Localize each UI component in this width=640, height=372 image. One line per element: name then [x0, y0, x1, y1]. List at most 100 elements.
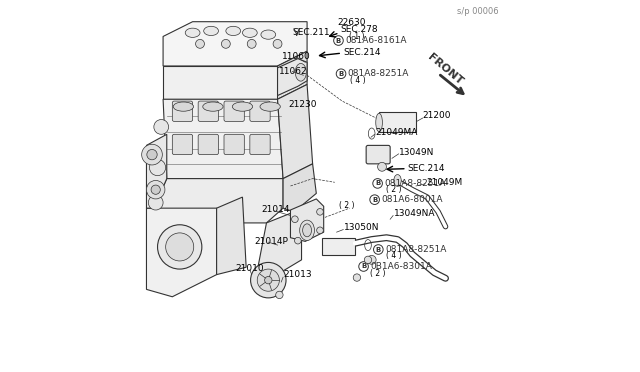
Polygon shape	[257, 212, 301, 271]
Circle shape	[372, 179, 382, 188]
Circle shape	[294, 237, 301, 244]
Text: 081A6-8001A: 081A6-8001A	[381, 195, 443, 204]
Ellipse shape	[261, 30, 276, 39]
Circle shape	[166, 233, 194, 261]
Text: ( 1 ): ( 1 )	[349, 32, 364, 41]
Circle shape	[251, 262, 286, 298]
Circle shape	[374, 245, 383, 254]
Text: 13049N: 13049N	[399, 148, 435, 157]
FancyBboxPatch shape	[250, 101, 270, 121]
Circle shape	[353, 274, 360, 281]
Polygon shape	[147, 134, 167, 208]
Ellipse shape	[300, 220, 314, 240]
Circle shape	[149, 160, 166, 176]
Text: 11062: 11062	[278, 67, 307, 76]
Text: 081A6-8161A: 081A6-8161A	[345, 36, 406, 45]
Circle shape	[247, 39, 256, 48]
Ellipse shape	[303, 224, 312, 237]
Bar	[379, 112, 416, 132]
Text: SEC.214: SEC.214	[408, 164, 445, 173]
Text: SEC.211: SEC.211	[292, 28, 330, 36]
Polygon shape	[163, 99, 283, 179]
Ellipse shape	[394, 174, 401, 186]
Text: 21010: 21010	[236, 264, 264, 273]
Text: ( 2 ): ( 2 )	[339, 202, 355, 211]
Circle shape	[147, 180, 165, 199]
Polygon shape	[283, 164, 316, 212]
Circle shape	[317, 227, 323, 234]
Circle shape	[292, 216, 298, 222]
Circle shape	[148, 195, 163, 210]
Text: 21230: 21230	[289, 100, 317, 109]
Text: B: B	[375, 180, 380, 186]
FancyBboxPatch shape	[172, 101, 193, 121]
Circle shape	[370, 195, 380, 205]
FancyBboxPatch shape	[224, 134, 244, 155]
Text: 13050N: 13050N	[344, 223, 380, 232]
Text: B: B	[372, 197, 377, 203]
Text: 21049M: 21049M	[426, 178, 462, 187]
Circle shape	[264, 276, 272, 284]
Text: 21014P: 21014P	[254, 237, 288, 246]
Text: SEC.278: SEC.278	[340, 25, 378, 34]
FancyBboxPatch shape	[224, 101, 244, 121]
Circle shape	[317, 209, 323, 215]
FancyBboxPatch shape	[198, 134, 218, 155]
Text: 21200: 21200	[422, 111, 451, 121]
Text: B: B	[336, 38, 341, 44]
Ellipse shape	[204, 26, 218, 36]
Circle shape	[196, 39, 204, 48]
Text: 0B1A6-8301A: 0B1A6-8301A	[370, 262, 432, 271]
Polygon shape	[278, 84, 312, 179]
Text: s/p 00006: s/p 00006	[458, 7, 499, 16]
FancyBboxPatch shape	[172, 134, 193, 155]
Ellipse shape	[226, 26, 241, 36]
Circle shape	[147, 150, 157, 160]
Text: 081A8-8251A: 081A8-8251A	[348, 69, 409, 78]
Text: B: B	[339, 71, 344, 77]
Text: B: B	[361, 263, 366, 269]
Circle shape	[141, 144, 163, 165]
Circle shape	[364, 256, 372, 263]
Polygon shape	[216, 197, 246, 275]
Circle shape	[151, 185, 160, 194]
Ellipse shape	[260, 102, 280, 111]
Text: 11060: 11060	[282, 52, 311, 61]
Text: B: B	[376, 247, 381, 253]
Ellipse shape	[295, 63, 307, 81]
Circle shape	[367, 256, 376, 264]
Polygon shape	[163, 22, 307, 66]
Text: ( 4 ): ( 4 )	[349, 76, 365, 84]
Ellipse shape	[185, 28, 200, 38]
FancyBboxPatch shape	[366, 145, 390, 164]
Circle shape	[273, 39, 282, 48]
Bar	[322, 238, 355, 256]
Circle shape	[333, 36, 343, 45]
Circle shape	[221, 39, 230, 48]
Circle shape	[276, 291, 283, 299]
Polygon shape	[163, 66, 278, 99]
Polygon shape	[291, 199, 324, 241]
FancyBboxPatch shape	[198, 101, 218, 121]
Circle shape	[257, 269, 280, 291]
Text: 22630: 22630	[338, 18, 366, 27]
Ellipse shape	[243, 28, 257, 38]
Text: 21049MA: 21049MA	[376, 128, 418, 137]
Ellipse shape	[232, 102, 253, 111]
Polygon shape	[154, 179, 283, 223]
Text: 081A8-8251A: 081A8-8251A	[384, 179, 445, 188]
Text: 13049NA: 13049NA	[394, 209, 435, 218]
Circle shape	[336, 69, 346, 78]
Text: ( 4 ): ( 4 )	[387, 251, 402, 260]
Circle shape	[378, 162, 387, 171]
Circle shape	[154, 119, 168, 134]
Ellipse shape	[376, 113, 382, 132]
Text: SEC.214: SEC.214	[343, 48, 381, 57]
FancyBboxPatch shape	[250, 134, 270, 155]
Circle shape	[157, 225, 202, 269]
Ellipse shape	[203, 102, 223, 111]
Ellipse shape	[173, 102, 193, 111]
Text: ( 2 ): ( 2 )	[370, 269, 385, 278]
Text: FRONT: FRONT	[426, 52, 464, 87]
Polygon shape	[278, 51, 307, 99]
